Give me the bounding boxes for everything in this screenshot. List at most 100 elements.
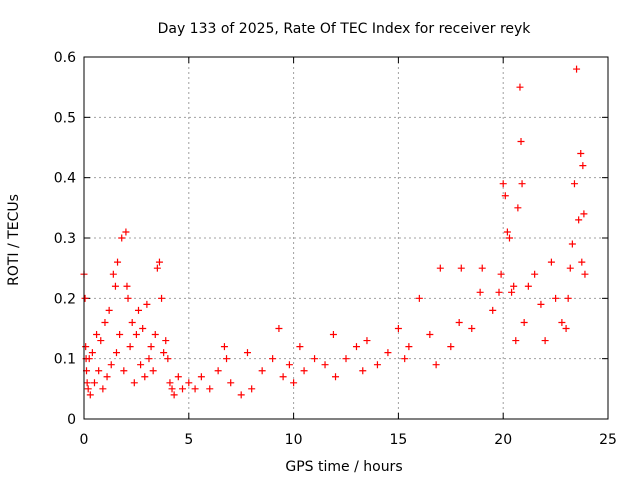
data-point — [478, 264, 486, 272]
data-point — [97, 337, 105, 345]
data-point — [237, 391, 245, 399]
data-point — [566, 264, 574, 272]
data-point — [579, 162, 587, 170]
data-point — [518, 180, 526, 188]
y-tick-label: 0.3 — [54, 231, 76, 247]
data-point — [436, 264, 444, 272]
data-point — [164, 355, 172, 363]
data-point — [497, 270, 505, 278]
data-point — [275, 325, 283, 332]
data-point — [401, 355, 409, 363]
data-point — [90, 379, 98, 387]
y-tick-label: 0.2 — [54, 291, 76, 307]
data-point — [99, 385, 107, 393]
data-point — [220, 343, 228, 351]
data-points — [80, 65, 589, 399]
data-point — [116, 331, 124, 339]
data-point — [457, 264, 465, 272]
data-point — [128, 318, 136, 326]
data-point — [359, 367, 367, 375]
data-point — [179, 385, 187, 393]
data-point — [296, 343, 304, 351]
y-tick-label: 0.1 — [54, 352, 76, 368]
data-point — [105, 306, 113, 314]
data-point — [447, 343, 455, 351]
data-point — [558, 318, 566, 326]
data-point — [134, 306, 142, 314]
data-point — [185, 379, 193, 387]
y-tick-label: 0 — [67, 412, 76, 428]
data-point — [531, 270, 539, 278]
data-point — [520, 318, 528, 326]
data-point — [88, 349, 96, 357]
data-point — [124, 294, 132, 302]
data-point — [505, 234, 513, 242]
data-point — [332, 373, 340, 381]
data-point — [191, 385, 199, 393]
data-point — [160, 349, 168, 357]
data-point — [269, 355, 277, 363]
data-point — [168, 385, 176, 393]
data-point — [568, 240, 576, 248]
data-point — [499, 180, 507, 188]
data-point — [112, 349, 120, 357]
data-point — [285, 361, 293, 369]
y-tick-label: 0.5 — [54, 110, 76, 126]
data-point — [537, 300, 545, 308]
data-point — [114, 258, 122, 266]
data-point — [258, 367, 266, 375]
data-point — [85, 355, 93, 363]
data-point — [174, 373, 182, 381]
data-point — [143, 300, 151, 308]
data-point — [501, 192, 509, 200]
data-point — [455, 318, 463, 326]
data-point — [373, 361, 381, 369]
data-point — [510, 282, 518, 290]
data-point — [394, 325, 402, 332]
data-point — [578, 258, 586, 266]
data-point — [83, 379, 91, 387]
data-point — [405, 343, 413, 351]
data-point — [166, 379, 174, 387]
data-point — [223, 355, 231, 363]
data-point — [149, 367, 157, 375]
x-tick-label: 15 — [389, 432, 407, 448]
data-point — [512, 337, 520, 345]
data-point — [206, 385, 214, 393]
x-tick-label: 20 — [494, 432, 512, 448]
data-point — [562, 325, 570, 332]
data-point — [130, 379, 138, 387]
data-point — [158, 294, 166, 302]
data-point — [517, 137, 525, 145]
data-point — [111, 282, 119, 290]
data-point — [514, 204, 522, 212]
data-point — [227, 379, 235, 387]
data-point — [93, 331, 101, 339]
data-point — [503, 228, 511, 236]
data-point — [123, 282, 131, 290]
data-point — [329, 331, 337, 339]
grid-lines — [84, 57, 608, 419]
data-point — [139, 325, 147, 332]
axis-ticks: 0 5 10 15 20 25 0 0.1 0.2 0.3 0.4 0.5 0.6 — [54, 50, 617, 448]
data-point — [547, 258, 555, 266]
data-point — [86, 391, 94, 399]
data-point — [352, 343, 360, 351]
data-point — [541, 337, 549, 345]
plot-frame — [83, 56, 609, 420]
data-point — [162, 337, 170, 345]
data-point — [570, 180, 578, 188]
x-tick-label: 25 — [599, 432, 617, 448]
data-point — [321, 361, 329, 369]
data-point — [476, 288, 484, 296]
data-point — [580, 210, 588, 218]
data-point — [508, 288, 516, 296]
x-tick-label: 5 — [184, 432, 193, 448]
data-point — [575, 216, 583, 224]
data-point — [311, 355, 319, 363]
x-axis-label: GPS time / hours — [285, 459, 402, 475]
data-point — [153, 264, 161, 272]
data-point — [524, 282, 532, 290]
data-point — [564, 294, 572, 302]
